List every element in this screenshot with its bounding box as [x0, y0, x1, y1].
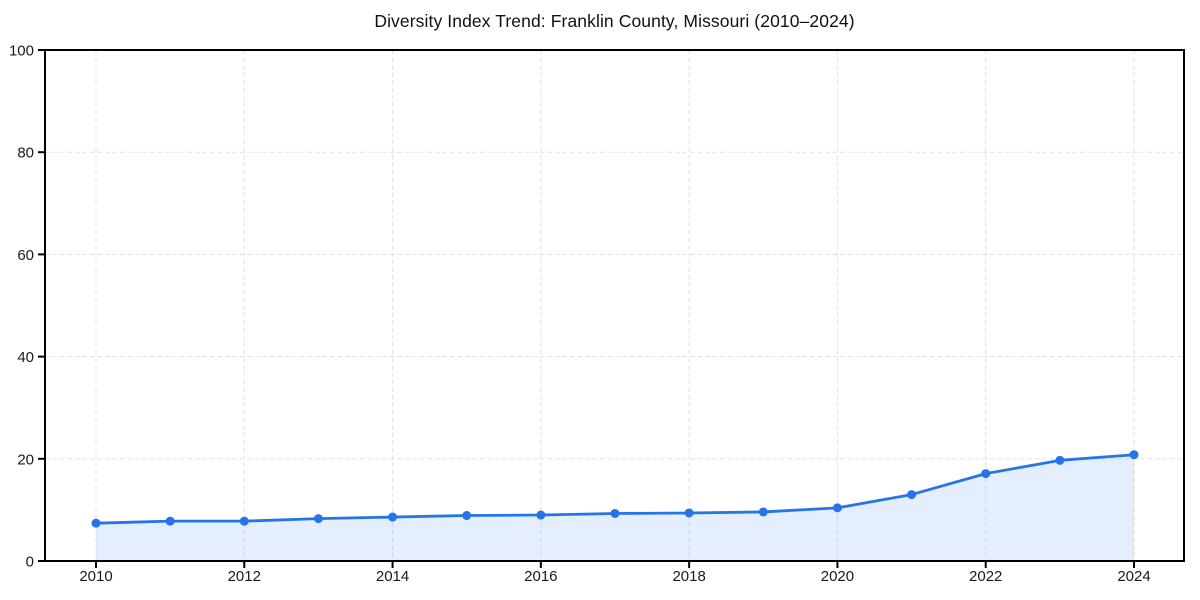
data-point-2012: [239, 516, 249, 526]
data-point-2016: [536, 510, 546, 520]
y-tick-label-40: 40: [17, 349, 34, 366]
y-tick-label-60: 60: [17, 247, 34, 264]
data-point-2013: [313, 514, 323, 524]
y-tick-label-80: 80: [17, 145, 34, 162]
area-fill: [96, 454, 1134, 561]
x-tick-label-2024: 2024: [1117, 568, 1150, 585]
x-tick-label-2018: 2018: [672, 568, 705, 585]
x-tick-label-2020: 2020: [821, 568, 854, 585]
x-tick-label-2016: 2016: [524, 568, 557, 585]
y-tick-label-0: 0: [26, 554, 34, 571]
data-point-2023: [1055, 455, 1065, 465]
data-point-2018: [684, 508, 694, 518]
data-point-2011: [165, 516, 175, 526]
data-point-2010: [91, 518, 101, 528]
y-tick-label-20: 20: [17, 451, 34, 468]
data-point-2014: [388, 512, 398, 522]
data-point-2015: [462, 511, 472, 521]
data-point-2022: [981, 469, 991, 479]
data-point-2020: [832, 503, 842, 513]
x-tick-label-2022: 2022: [969, 568, 1002, 585]
x-tick-label-2012: 2012: [228, 568, 261, 585]
x-tick-label-2014: 2014: [376, 568, 409, 585]
data-point-2024: [1129, 450, 1139, 460]
x-tick-label-2010: 2010: [79, 568, 112, 585]
data-point-2017: [610, 508, 620, 518]
y-tick-label-100: 100: [9, 43, 34, 60]
data-point-2019: [758, 507, 768, 517]
chart-title: Diversity Index Trend: Franklin County, …: [374, 11, 855, 31]
axis-frame: [44, 49, 1185, 562]
data-point-2021: [907, 490, 917, 500]
